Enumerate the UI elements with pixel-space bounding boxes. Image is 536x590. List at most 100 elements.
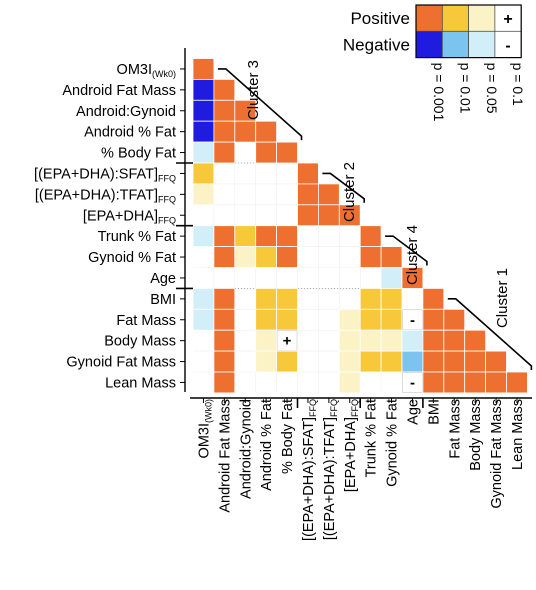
heatmap-cell bbox=[422, 287, 445, 310]
column-label-gynoid-fat-mass: Gynoid Fat Mass bbox=[489, 399, 505, 509]
legend-level: p = 0.05 bbox=[484, 63, 500, 114]
column-label-body-mass: Body Mass bbox=[468, 399, 484, 471]
heatmap-cell bbox=[359, 246, 382, 268]
column-label-trunk-fat: Trunk % Fat bbox=[364, 399, 380, 477]
legend-symbol: + bbox=[503, 11, 512, 28]
row-label-android-fat-mass: Android Fat Mass bbox=[62, 83, 176, 99]
heatmap-cell bbox=[380, 308, 403, 331]
row-label-bmi: BMI bbox=[150, 292, 176, 308]
heatmap-cell bbox=[380, 287, 403, 310]
heatmap-cell bbox=[338, 329, 361, 352]
heatmap-cell bbox=[401, 267, 424, 289]
cluster-label: Cluster 1 bbox=[494, 268, 511, 328]
heatmap-cell bbox=[192, 183, 215, 206]
heatmap-cell bbox=[255, 120, 277, 143]
legend-swatch bbox=[468, 4, 496, 32]
column-label-gynoid-fat: Gynoid % Fat bbox=[385, 399, 401, 487]
heatmap-cell bbox=[464, 329, 487, 352]
heatmap-cell bbox=[255, 246, 277, 268]
heatmap-cell bbox=[338, 371, 361, 394]
cluster-annotations: Cluster 3 Cluster 2 Cluster 4 Cluster 1 bbox=[217, 60, 533, 370]
column-label-om3i: OM3I(Wk0) bbox=[196, 399, 213, 458]
heatmap-cell bbox=[297, 183, 319, 206]
heatmap-cell bbox=[359, 329, 382, 352]
heatmap-cell bbox=[255, 350, 277, 373]
legend-level: p = 0.001 bbox=[431, 63, 447, 122]
cell-symbol: + bbox=[283, 333, 292, 350]
heatmap-cell bbox=[192, 120, 215, 143]
heatmap-cell bbox=[255, 225, 277, 247]
heatmap-cell bbox=[380, 246, 403, 268]
column-label-android-fat: Android % Fat bbox=[259, 399, 275, 491]
heatmap-cell bbox=[401, 329, 424, 352]
column-label-age: Age bbox=[405, 399, 421, 425]
heatmap-cell bbox=[192, 79, 215, 101]
row-label-android-gynoid: Android:Gynoid bbox=[76, 104, 176, 120]
heatmap-cell bbox=[213, 371, 236, 394]
heatmap-cell-border bbox=[402, 372, 423, 393]
heatmap-cell bbox=[443, 371, 466, 394]
heatmap-cell bbox=[213, 99, 236, 122]
row-label-fat-mass: Fat Mass bbox=[116, 313, 176, 329]
legend-level: p = 0.1 bbox=[510, 63, 526, 106]
heatmap-cell bbox=[255, 308, 277, 331]
heatmap-cell bbox=[338, 204, 361, 227]
heatmap-cell bbox=[192, 225, 215, 247]
column-labels: OM3I(Wk0) Android Fat Mass Android:Gynoid A… bbox=[196, 399, 526, 541]
legend-label: Positive bbox=[350, 9, 410, 28]
heatmap-cell bbox=[213, 79, 236, 101]
row-label-gynoid-fat-mass: Gynoid Fat Mass bbox=[66, 355, 176, 371]
legend-swatch bbox=[441, 4, 469, 32]
heatmap-cell bbox=[380, 329, 403, 352]
legend-swatch bbox=[415, 4, 443, 32]
cluster-label: Cluster 2 bbox=[341, 162, 358, 222]
heatmap-cell bbox=[464, 350, 487, 373]
column-label-fat-mass: Fat Mass bbox=[447, 399, 463, 459]
row-label-lean-mass: Lean Mass bbox=[105, 375, 176, 391]
heatmap-cell bbox=[485, 371, 507, 394]
legend-level: p = 0.01 bbox=[457, 63, 473, 114]
cell-symbol: - bbox=[410, 312, 415, 329]
heatmap-cell bbox=[276, 350, 298, 373]
heatmap-cell-border bbox=[276, 330, 298, 351]
heatmap-cell bbox=[297, 162, 319, 185]
row-label-body-mass: Body Mass bbox=[104, 334, 176, 350]
heatmap-cells: - + - bbox=[192, 58, 528, 394]
cluster-bracket bbox=[322, 172, 365, 203]
row-label-epa-dha: [EPA+DHA]FFQ bbox=[83, 208, 176, 225]
heatmap-cell bbox=[380, 350, 403, 373]
heatmap-cell bbox=[276, 141, 298, 164]
column-label-android-fat-mass: Android Fat Mass bbox=[217, 399, 233, 513]
column-label-epa-dha-sfat: [(EPA+DHA):SFAT]FFQ bbox=[301, 399, 318, 541]
row-label-epa-dha-tfat: [(EPA+DHA):TFAT]FFQ bbox=[35, 187, 176, 204]
legend-frame bbox=[415, 4, 522, 59]
heatmap-cell bbox=[234, 225, 257, 247]
row-label-android-fat: Android % Fat bbox=[84, 125, 176, 141]
heatmap-cell bbox=[213, 141, 236, 164]
heatmap-cell bbox=[213, 120, 236, 143]
cluster-label: Cluster 3 bbox=[245, 60, 262, 120]
cluster-label: Cluster 4 bbox=[404, 225, 421, 285]
legend-symbol: - bbox=[505, 37, 510, 54]
heatmap-cell bbox=[255, 141, 277, 164]
heatmap-cell bbox=[317, 183, 340, 206]
cell-symbol: - bbox=[410, 374, 415, 391]
heatmap-cell bbox=[443, 350, 466, 373]
heatmap-cell bbox=[276, 308, 298, 331]
row-label-trunk-fat: Trunk % Fat bbox=[98, 229, 176, 245]
column-label-android-gynoid: Android:Gynoid bbox=[238, 399, 254, 499]
heatmap-cell bbox=[192, 162, 215, 185]
row-label-om3i: OM3I(Wk0) bbox=[117, 62, 176, 79]
heatmap-cell bbox=[234, 246, 257, 268]
column-label-lean-mass: Lean Mass bbox=[510, 399, 526, 470]
heatmap-cell bbox=[192, 99, 215, 122]
heatmap-cell bbox=[255, 287, 277, 310]
heatmap-cell bbox=[443, 308, 466, 331]
row-label-epa-dha-sfat: [(EPA+DHA):SFAT]FFQ bbox=[34, 166, 176, 183]
heatmap-cell bbox=[213, 329, 236, 352]
heatmap-cell bbox=[464, 371, 487, 394]
heatmap-cell bbox=[380, 267, 403, 289]
heatmap-cell bbox=[297, 204, 319, 227]
